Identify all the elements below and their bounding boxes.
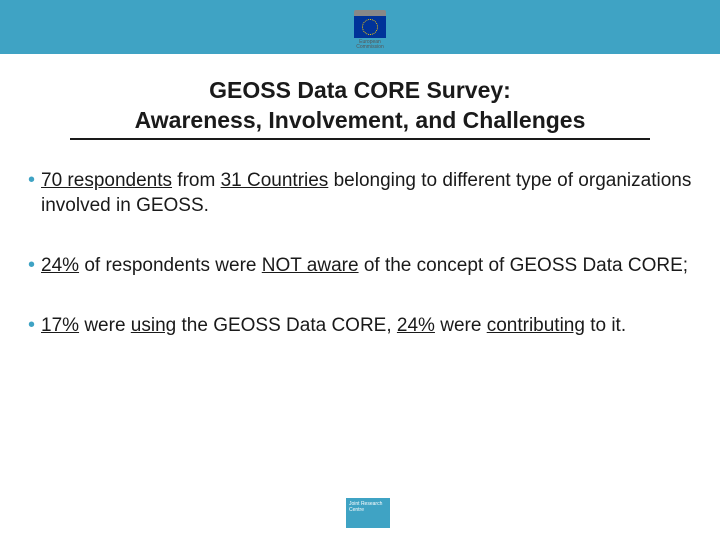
slide-title: GEOSS Data CORE Survey: Awareness, Invol… bbox=[0, 76, 720, 140]
footer-badge: Joint Research Centre bbox=[346, 498, 390, 528]
bullet-item: • 70 respondents from 31 Countries belon… bbox=[28, 168, 692, 219]
title-line-1: GEOSS Data CORE Survey: bbox=[20, 76, 700, 106]
bullet-item: • 24% of respondents were NOT aware of t… bbox=[28, 253, 692, 279]
content-area: • 70 respondents from 31 Countries belon… bbox=[0, 140, 720, 339]
bullet-icon: • bbox=[28, 253, 35, 277]
bullet-text: 70 respondents from 31 Countries belongi… bbox=[41, 168, 692, 219]
eu-flag-icon bbox=[354, 16, 386, 38]
ec-logo: European Commission bbox=[350, 10, 390, 60]
bullet-text: 24% of respondents were NOT aware of the… bbox=[41, 253, 692, 279]
bullet-text: 17% were using the GEOSS Data CORE, 24% … bbox=[41, 313, 692, 339]
header-bar: European Commission bbox=[0, 0, 720, 54]
title-line-2: Awareness, Involvement, and Challenges bbox=[20, 106, 700, 136]
ec-logo-label: European Commission bbox=[350, 40, 390, 50]
bullet-item: • 17% were using the GEOSS Data CORE, 24… bbox=[28, 313, 692, 339]
bullet-icon: • bbox=[28, 168, 35, 192]
bullet-icon: • bbox=[28, 313, 35, 337]
